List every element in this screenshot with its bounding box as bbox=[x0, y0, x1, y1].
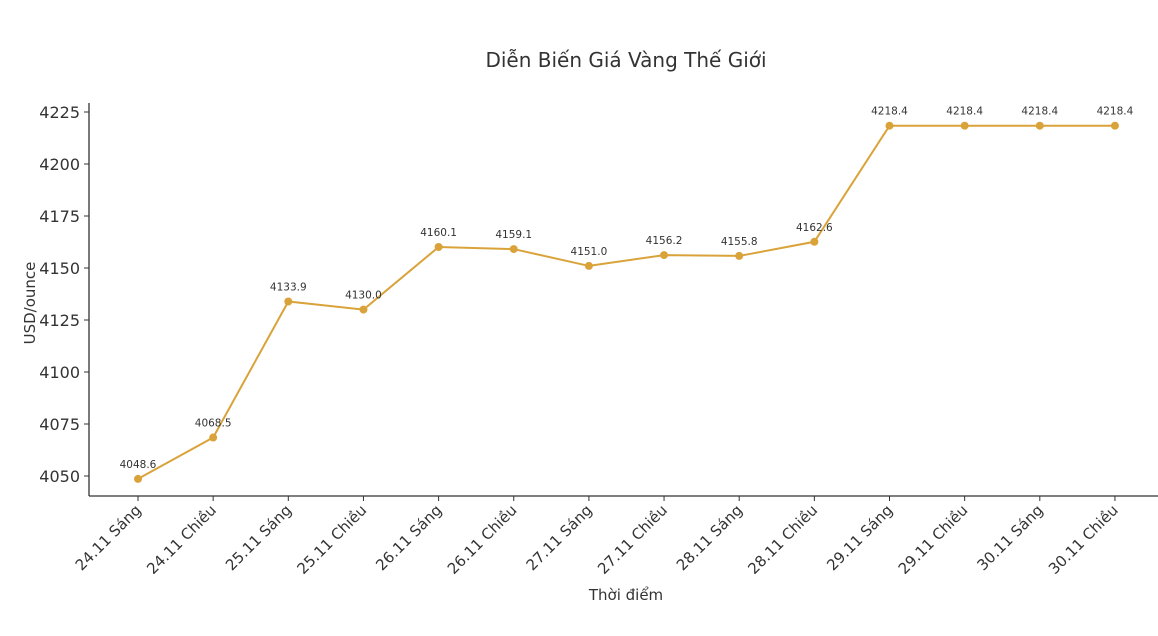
data-point bbox=[885, 121, 894, 130]
data-point bbox=[434, 242, 443, 251]
data-point-label: 4162.6 bbox=[796, 222, 833, 234]
data-point-label: 4159.1 bbox=[495, 229, 532, 241]
data-point bbox=[134, 474, 142, 483]
x-axis-label: Thời điểm bbox=[588, 586, 663, 604]
data-point-label: 4218.4 bbox=[946, 106, 983, 118]
x-tick-label: 27.11 Sáng bbox=[523, 501, 596, 574]
x-tick-label: 26.11 Sáng bbox=[372, 501, 445, 574]
x-tick-label: 27.11 Chiều bbox=[594, 501, 671, 578]
y-tick-label: 4075 bbox=[39, 415, 80, 434]
x-tick-label: 24.11 Sáng bbox=[72, 501, 145, 574]
x-tick-label: 29.11 Sáng bbox=[823, 501, 896, 574]
data-point-label: 4151.0 bbox=[571, 246, 608, 258]
x-tick-label: 25.11 Sáng bbox=[222, 501, 295, 574]
data-point bbox=[1035, 121, 1044, 130]
y-tick-label: 4100 bbox=[39, 363, 80, 382]
price-line bbox=[137, 124, 1115, 480]
data-point-label: 4068.5 bbox=[195, 418, 232, 430]
data-labels: 4048.6 4068.5 4133.9 4130.0 4160.1 4159.1 4151… bbox=[120, 106, 1134, 471]
data-point bbox=[660, 251, 669, 260]
data-point-label: 4155.8 bbox=[721, 236, 758, 248]
y-tick-label: 4050 bbox=[39, 467, 80, 486]
data-point-label: 4130.0 bbox=[345, 290, 382, 302]
price-markers bbox=[134, 121, 1119, 483]
data-point bbox=[509, 245, 518, 254]
data-point bbox=[284, 297, 293, 306]
data-point-label: 4048.6 bbox=[120, 459, 157, 471]
data-point-label: 4218.4 bbox=[1021, 106, 1058, 118]
x-tick-label: 24.11 Chiều bbox=[143, 501, 220, 578]
y-tick-label: 4175 bbox=[39, 207, 80, 226]
y-tick-label: 4150 bbox=[39, 259, 80, 278]
data-point-label: 4133.9 bbox=[270, 281, 307, 293]
chart-title: Diễn Biến Giá Vàng Thế Giới bbox=[485, 48, 766, 72]
x-tick-label: 26.11 Chiều bbox=[444, 501, 521, 578]
data-point bbox=[359, 305, 368, 314]
data-point bbox=[960, 121, 969, 130]
y-tick-label: 4125 bbox=[39, 311, 80, 330]
y-axis-label: USD/ounce bbox=[21, 262, 39, 345]
data-point bbox=[810, 237, 819, 246]
y-axis-ticks: 4050 4075 4100 4125 4150 4175 4200 4225 bbox=[39, 103, 89, 486]
x-tick-label: 25.11 Chiều bbox=[293, 501, 370, 578]
plot-area: 4050 4075 4100 4125 4150 4175 4200 4225 24.11 S… bbox=[39, 103, 1158, 578]
data-point-label: 4218.4 bbox=[871, 106, 908, 118]
data-point bbox=[209, 433, 218, 442]
data-point bbox=[735, 251, 744, 260]
x-tick-label: 29.11 Chiều bbox=[895, 501, 972, 578]
data-point bbox=[1110, 121, 1119, 130]
x-tick-label: 30.11 Chiều bbox=[1045, 501, 1122, 578]
data-point-label: 4160.1 bbox=[420, 227, 457, 239]
y-tick-label: 4200 bbox=[39, 155, 80, 174]
data-point-label: 4156.2 bbox=[646, 235, 683, 247]
y-tick-label: 4225 bbox=[39, 103, 80, 122]
x-tick-label: 30.11 Sáng bbox=[973, 501, 1046, 574]
x-tick-label: 28.11 Sáng bbox=[673, 501, 746, 574]
data-point bbox=[584, 261, 593, 270]
data-point-label: 4218.4 bbox=[1097, 106, 1134, 118]
x-tick-label: 28.11 Chiều bbox=[744, 501, 821, 578]
